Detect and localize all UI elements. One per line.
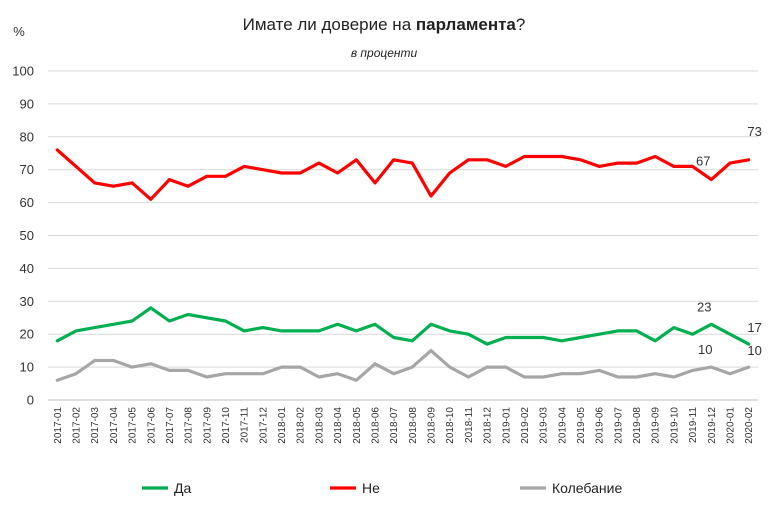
- chart-subtitle: в проценти: [351, 46, 418, 60]
- data-label: 23: [697, 299, 711, 314]
- x-tick-label: 2018-06: [370, 407, 381, 444]
- data-label: 10: [747, 343, 761, 358]
- x-tick-label: 2018-02: [296, 407, 307, 444]
- series-line: [55, 306, 751, 346]
- y-tick-label: 50: [20, 228, 34, 243]
- x-tick-label: 2019-12: [707, 407, 718, 444]
- x-tick-label: 2017-12: [258, 407, 269, 444]
- x-axis-ticks: 2017-01 2017-02 2017-03 2017-04 2017-05 2017-…: [53, 407, 755, 444]
- x-tick-label: 2018-09: [427, 407, 438, 444]
- y-tick-label: 70: [20, 162, 34, 177]
- series-lines: [55, 148, 751, 382]
- data-label: 67: [696, 154, 710, 169]
- chart-title: Имате ли доверие на парламента?: [243, 15, 526, 34]
- y-tick-label: 20: [20, 327, 34, 342]
- x-tick-label: 2019-01: [501, 407, 512, 444]
- x-tick-label: 2019-06: [595, 407, 606, 444]
- x-tick-label: 2018-01: [277, 407, 288, 444]
- x-tick-label: 2017-06: [146, 407, 157, 444]
- data-label: 17: [747, 320, 761, 335]
- x-tick-label: 2019-10: [669, 407, 680, 444]
- x-tick-label: 2017-03: [90, 407, 101, 444]
- y-tick-label: 80: [20, 129, 34, 144]
- x-tick-label: 2017-09: [202, 407, 213, 444]
- x-tick-label: 2018-11: [464, 407, 475, 443]
- x-tick-label: 2017-07: [165, 407, 176, 444]
- x-tick-label: 2019-08: [632, 407, 643, 444]
- x-tick-label: 2018-07: [389, 407, 400, 444]
- x-tick-label: 2019-03: [539, 407, 550, 444]
- y-axis-ticks: 0 10 20 30 40 50 60 70 80 90 100: [12, 64, 34, 408]
- x-tick-label: 2017-05: [128, 407, 139, 444]
- x-tick-label: 2017-11: [240, 407, 251, 443]
- x-tick-label: 2018-03: [314, 407, 325, 444]
- x-tick-label: 2018-05: [352, 407, 363, 444]
- series-line: [55, 349, 751, 382]
- data-annotations: 67 73 23 17 10 10: [696, 124, 762, 358]
- x-tick-label: 2019-07: [613, 407, 624, 444]
- x-tick-label: 2018-12: [483, 407, 494, 444]
- y-tick-label: 0: [27, 393, 34, 408]
- x-tick-label: 2018-10: [445, 407, 456, 444]
- y-tick-label: 40: [20, 261, 34, 276]
- x-tick-label: 2019-02: [520, 407, 531, 444]
- x-tick-label: 2017-10: [221, 407, 232, 444]
- x-tick-label: 2017-02: [72, 407, 83, 444]
- x-tick-label: 2019-11: [688, 407, 699, 443]
- x-tick-label: 2019-05: [576, 407, 587, 444]
- legend-label: Да: [174, 480, 191, 496]
- legend-label: Не: [362, 480, 380, 496]
- x-tick-label: 2017-08: [184, 407, 195, 444]
- y-axis-unit-label: %: [13, 24, 25, 39]
- x-tick-label: 2019-04: [557, 407, 568, 444]
- legend: Да Не Колебание: [142, 480, 622, 496]
- y-tick-label: 10: [20, 360, 34, 375]
- data-label: 10: [698, 342, 712, 357]
- series-line: [55, 148, 751, 201]
- x-tick-label: 2020-01: [725, 407, 736, 444]
- legend-label: Колебание: [552, 480, 622, 496]
- x-tick-label: 2020-02: [744, 407, 755, 444]
- x-tick-label: 2018-04: [333, 407, 344, 444]
- y-tick-label: 30: [20, 294, 34, 309]
- data-label: 73: [747, 124, 761, 139]
- y-tick-label: 60: [20, 195, 34, 210]
- x-tick-label: 2019-09: [651, 407, 662, 444]
- x-tick-label: 2018-08: [408, 407, 419, 444]
- y-tick-label: 100: [12, 64, 34, 79]
- gridlines: [48, 70, 758, 401]
- x-tick-label: 2017-04: [109, 407, 120, 444]
- y-tick-label: 90: [20, 96, 34, 111]
- x-tick-label: 2017-01: [53, 407, 64, 444]
